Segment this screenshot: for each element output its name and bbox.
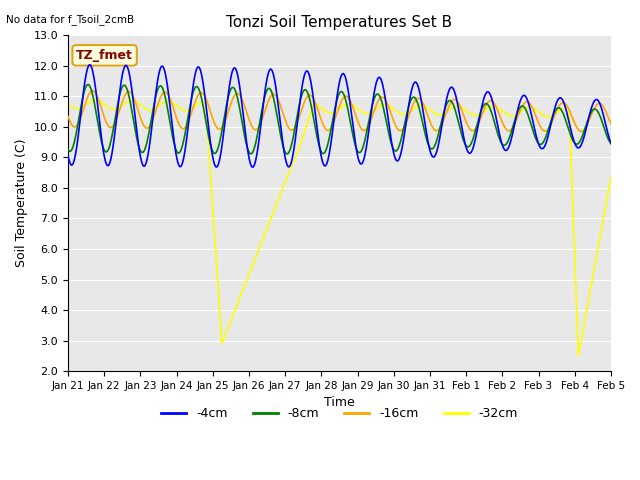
-8cm <box>565 128 573 134</box>
-4cm <box>86 62 93 68</box>
Text: No data for f_Tsoil_2cmB: No data for f_Tsoil_2cmB <box>6 14 134 25</box>
Legend: -4cm, -8cm, -16cm, -32cm: -4cm, -8cm, -16cm, -32cm <box>156 402 523 425</box>
-16cm <box>614 129 621 135</box>
Line: -8cm: -8cm <box>68 84 640 154</box>
-16cm <box>89 88 97 94</box>
Text: TZ_fmet: TZ_fmet <box>76 49 133 62</box>
-16cm <box>247 122 255 128</box>
Line: -32cm: -32cm <box>68 100 640 355</box>
Line: -4cm: -4cm <box>68 65 640 167</box>
-4cm <box>64 153 72 158</box>
-16cm <box>393 125 401 131</box>
-8cm <box>284 151 291 157</box>
-4cm <box>532 134 540 140</box>
-32cm <box>565 106 573 111</box>
-32cm <box>122 99 130 105</box>
-8cm <box>247 151 255 156</box>
-4cm <box>565 120 573 125</box>
Y-axis label: Soil Temperature (C): Soil Temperature (C) <box>15 139 28 267</box>
-16cm <box>565 107 573 112</box>
-8cm <box>636 122 640 128</box>
X-axis label: Time: Time <box>324 396 355 409</box>
Line: -16cm: -16cm <box>68 91 640 132</box>
-32cm <box>393 108 401 114</box>
-4cm <box>636 112 640 118</box>
-4cm <box>247 163 255 168</box>
-32cm <box>636 155 640 160</box>
-4cm <box>393 158 401 164</box>
Title: Tonzi Soil Temperatures Set B: Tonzi Soil Temperatures Set B <box>227 15 452 30</box>
-16cm <box>636 104 640 110</box>
-32cm <box>92 97 99 103</box>
-16cm <box>532 114 540 120</box>
-32cm <box>64 101 72 107</box>
-32cm <box>532 107 540 113</box>
-32cm <box>575 352 582 358</box>
-8cm <box>532 137 540 143</box>
-4cm <box>249 164 257 170</box>
-16cm <box>64 114 72 120</box>
-16cm <box>122 90 130 96</box>
-8cm <box>84 82 92 87</box>
-8cm <box>64 146 72 152</box>
-32cm <box>247 266 255 272</box>
-8cm <box>122 84 130 90</box>
-4cm <box>122 62 130 68</box>
-8cm <box>393 147 401 153</box>
